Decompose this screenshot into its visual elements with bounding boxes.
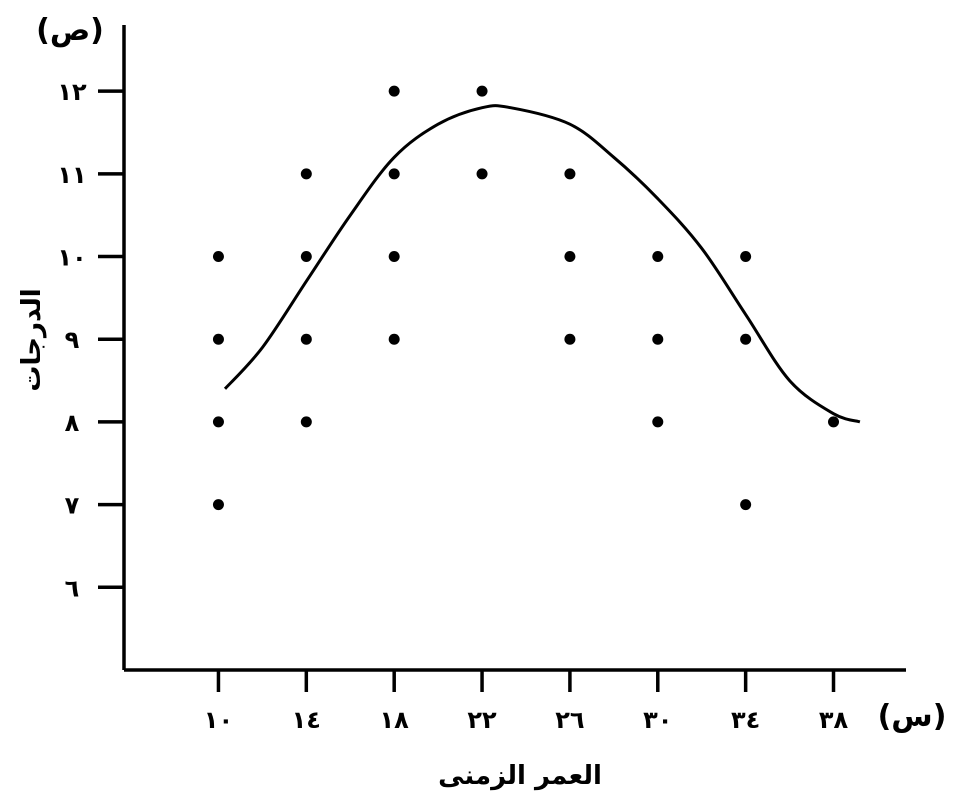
- data-point: [652, 251, 664, 263]
- data-point: [300, 333, 312, 345]
- data-point: [388, 251, 400, 263]
- y-axis-symbol: (ص): [36, 13, 104, 48]
- data-point: [212, 251, 224, 263]
- data-point: [476, 85, 488, 97]
- data-point: [652, 416, 664, 428]
- data-point: [212, 333, 224, 345]
- data-point: [476, 168, 488, 180]
- y-tick-label: ٨: [65, 409, 80, 437]
- trend-curve: [223, 104, 861, 424]
- data-point: [564, 333, 576, 345]
- x-tick-label: ٢٦: [555, 706, 584, 734]
- y-axis-title: الدرجات: [17, 288, 47, 391]
- x-tick-label: ١٠: [204, 706, 233, 734]
- data-point: [740, 333, 752, 345]
- data-point: [652, 333, 664, 345]
- data-point: [564, 168, 576, 180]
- y-tick-label: ١١: [57, 161, 86, 189]
- data-point: [300, 251, 312, 263]
- y-tick-label: ٩: [65, 326, 80, 354]
- y-tick-label: ٧: [65, 492, 80, 520]
- x-axis-title: العمر الزمنى: [438, 761, 602, 791]
- data-points: [212, 85, 840, 511]
- y-ticks: ٦ ٧ ٨ ٩ ١٠ ١١ ١٢: [57, 78, 124, 602]
- data-point: [740, 499, 752, 511]
- data-point: [740, 251, 752, 263]
- data-point: [212, 416, 224, 428]
- x-tick-label: ٣٠: [643, 706, 672, 734]
- x-tick-label: ١٨: [380, 706, 410, 734]
- y-tick-label: ١٢: [57, 78, 87, 106]
- x-tick-label: ٢٢: [467, 706, 497, 734]
- data-point: [388, 333, 400, 345]
- x-tick-label: ٣٤: [731, 706, 760, 734]
- x-tick-label: ٣٨: [819, 706, 849, 734]
- data-point: [212, 499, 224, 511]
- data-point: [828, 416, 840, 428]
- data-point: [300, 416, 312, 428]
- y-tick-label: ١٠: [57, 244, 86, 272]
- data-point: [388, 168, 400, 180]
- x-axis-symbol: (س): [878, 699, 947, 734]
- axes: [122, 25, 906, 672]
- data-point: [564, 251, 576, 263]
- y-tick-label: ٦: [65, 574, 80, 602]
- data-point: [388, 85, 400, 97]
- x-ticks: ١٠ ١٤ ١٨ ٢٢ ٢٦ ٣٠ ٣٤ ٣٨: [204, 670, 849, 734]
- x-tick-label: ١٤: [292, 706, 321, 734]
- data-point: [300, 168, 312, 180]
